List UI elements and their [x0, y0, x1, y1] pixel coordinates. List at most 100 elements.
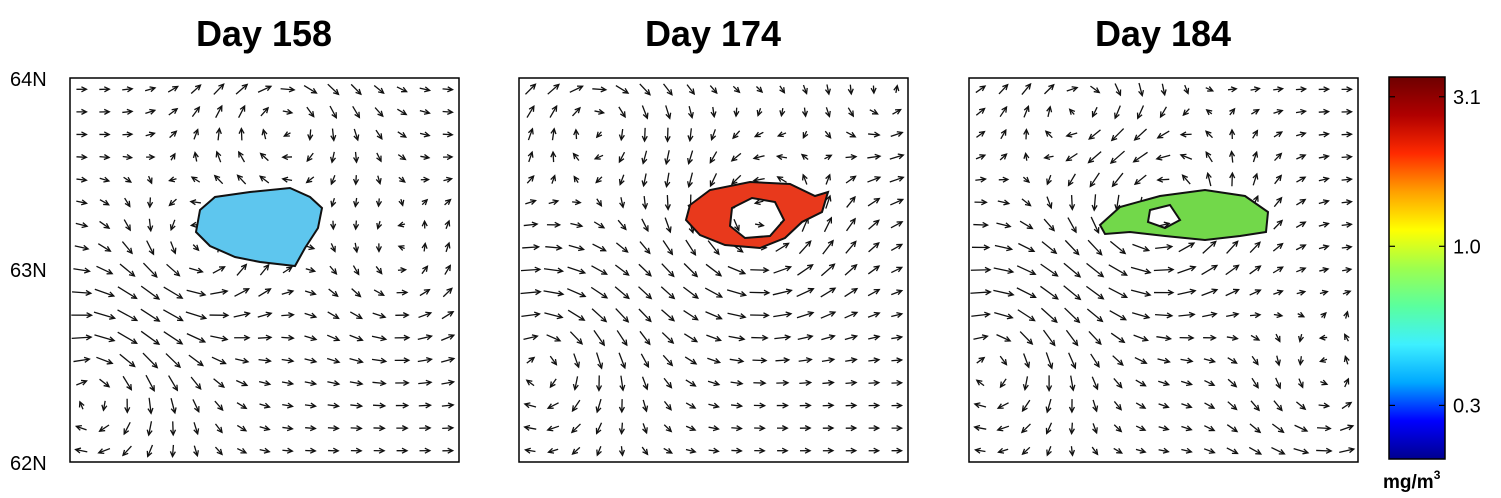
velocity-arrow-head: [1318, 334, 1326, 341]
velocity-arrow-head: [1299, 176, 1307, 183]
velocity-arrow-head: [1047, 362, 1054, 370]
velocity-arrow: [371, 358, 386, 363]
velocity-arrow: [148, 218, 152, 231]
velocity-arrow-head: [153, 315, 161, 322]
velocity-arrow-head: [1120, 314, 1128, 321]
velocity-arrow: [442, 287, 453, 298]
velocity-arrow: [1137, 105, 1145, 119]
velocity-arrow: [352, 265, 360, 275]
velocity-arrow: [1064, 307, 1080, 323]
velocity-arrow: [1065, 329, 1079, 346]
velocity-arrow-head: [259, 152, 267, 159]
velocity-arrow-head: [1324, 425, 1332, 432]
velocity-arrow: [641, 376, 648, 390]
velocity-arrow-head: [739, 313, 747, 320]
velocity-arrow-head: [423, 131, 431, 138]
velocity-arrow: [1070, 375, 1074, 391]
velocity-arrow-head: [1344, 289, 1352, 296]
velocity-arrow: [1273, 290, 1283, 295]
velocity-arrow: [211, 356, 226, 365]
velocity-arrow: [661, 309, 675, 322]
velocity-arrow: [1273, 88, 1283, 91]
velocity-arrow: [1019, 220, 1033, 230]
velocity-arrow: [1112, 355, 1124, 366]
velocity-arrow-head: [445, 264, 452, 272]
velocity-arrow-head: [709, 180, 716, 188]
velocity-arrow: [186, 333, 206, 343]
velocity-arrow: [574, 376, 579, 390]
velocity-arrow-head: [806, 264, 814, 271]
velocity-arrow: [892, 109, 901, 115]
velocity-arrow-head: [353, 134, 360, 142]
velocity-arrow-head: [782, 402, 789, 409]
velocity-arrow-head: [805, 357, 813, 364]
velocity-arrow-head: [376, 133, 383, 141]
velocity-arrow: [418, 312, 432, 319]
velocity-arrow: [1318, 155, 1329, 159]
velocity-arrow-head: [380, 335, 388, 342]
velocity-arrow: [551, 128, 555, 141]
velocity-arrow: [796, 288, 814, 298]
velocity-arrow: [891, 359, 902, 362]
velocity-arrow-head: [174, 361, 182, 369]
velocity-arrow-head: [194, 105, 201, 113]
velocity-arrow: [102, 400, 106, 411]
velocity-arrow-head: [1208, 425, 1216, 432]
velocity-arrow-head: [74, 424, 82, 431]
velocity-arrow: [1226, 313, 1239, 318]
velocity-arrow-head: [103, 108, 111, 115]
velocity-arrow-head: [576, 222, 584, 229]
velocity-arrow: [527, 128, 534, 141]
velocity-arrow: [1044, 155, 1054, 159]
velocity-arrow: [1090, 85, 1100, 93]
velocity-arrow-head: [896, 425, 904, 432]
velocity-arrow: [397, 131, 407, 138]
velocity-arrow: [1044, 84, 1055, 95]
velocity-arrow-head: [759, 402, 767, 409]
velocity-arrow: [1021, 198, 1031, 207]
velocity-arrow: [214, 423, 223, 433]
velocity-arrow: [869, 109, 878, 115]
velocity-arrow: [549, 355, 557, 365]
velocity-arrow: [547, 402, 559, 409]
velocity-arrow: [797, 335, 813, 340]
velocity-arrow: [688, 150, 694, 164]
velocity-arrow-head: [805, 240, 812, 247]
velocity-arrow: [662, 240, 673, 255]
velocity-arrow-head: [403, 334, 411, 341]
velocity-arrow-head: [546, 425, 554, 432]
velocity-arrow: [1022, 399, 1031, 412]
velocity-arrow-head: [423, 108, 431, 115]
velocity-arrow-head: [896, 334, 904, 341]
velocity-arrow: [777, 176, 787, 183]
velocity-arrow-head: [896, 402, 904, 409]
velocity-arrow-head: [644, 89, 651, 96]
velocity-arrow: [1341, 223, 1352, 227]
velocity-arrow-head: [264, 288, 272, 295]
velocity-arrow: [351, 288, 361, 298]
velocity-arrow: [642, 150, 648, 164]
velocity-arrow: [1252, 130, 1258, 139]
velocity-arrow-head: [873, 402, 881, 409]
velocity-arrow: [526, 175, 535, 184]
velocity-arrow-head: [1071, 86, 1079, 92]
velocity-arrow: [236, 402, 247, 409]
velocity-arrow-head: [330, 134, 337, 142]
velocity-arrow-head: [874, 153, 882, 160]
velocity-arrow-head: [281, 176, 289, 183]
velocity-arrow-head: [330, 223, 337, 231]
velocity-arrow: [663, 83, 673, 96]
velocity-arrow-head: [1109, 157, 1117, 165]
velocity-arrow-head: [194, 84, 202, 91]
velocity-arrow-head: [121, 449, 129, 457]
velocity-arrow: [545, 246, 562, 249]
velocity-arrow-head: [827, 402, 835, 409]
velocity-arrow: [352, 106, 360, 118]
velocity-arrow: [614, 286, 630, 299]
velocity-arrow: [326, 334, 340, 341]
velocity-arrow: [235, 358, 249, 363]
map-panel-day-174: [518, 77, 909, 463]
velocity-arrow-head: [573, 175, 580, 183]
velocity-arrow-head: [572, 383, 579, 391]
velocity-arrow: [617, 219, 627, 230]
